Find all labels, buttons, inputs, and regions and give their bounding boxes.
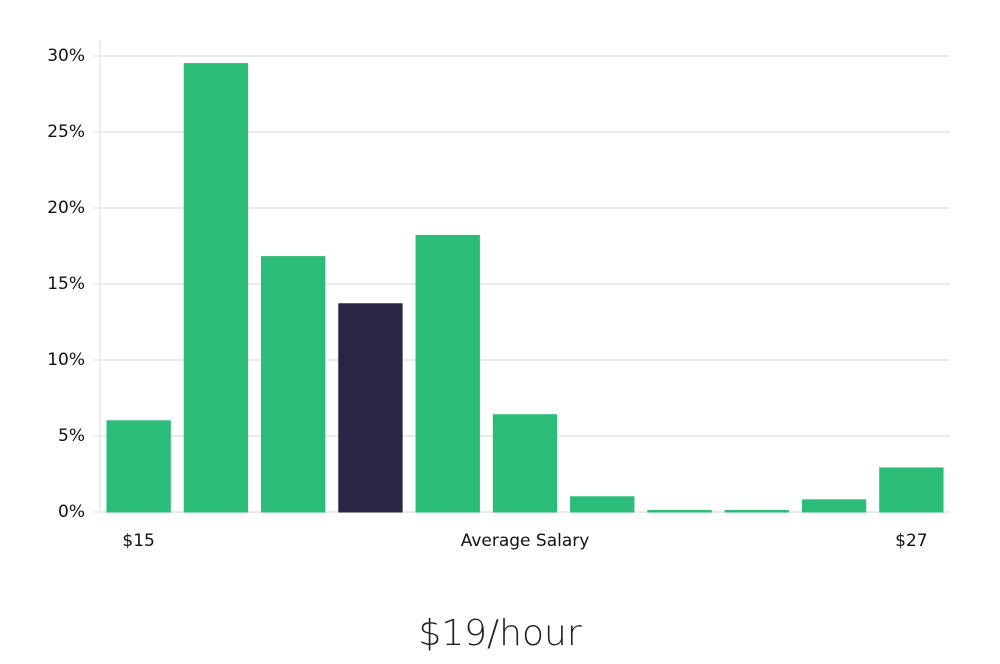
y-tick-label: 30%	[47, 46, 85, 66]
x-tick-label: $27	[895, 531, 927, 551]
y-tick-label: 15%	[47, 274, 85, 294]
y-tick-label: 10%	[47, 350, 85, 370]
bar	[724, 509, 789, 513]
y-tick-label: 20%	[47, 198, 85, 218]
bar	[801, 499, 867, 513]
x-axis-label: Average Salary	[461, 531, 590, 551]
bar	[183, 63, 249, 513]
bar	[492, 414, 558, 513]
y-tick-label: 5%	[58, 426, 85, 446]
bar	[879, 467, 944, 513]
y-tick-label: 25%	[47, 122, 85, 142]
bar	[415, 234, 480, 513]
x-tick-label: $15	[122, 531, 154, 551]
bar	[647, 509, 712, 513]
bar	[338, 303, 403, 513]
y-tick-label: 0%	[58, 502, 85, 522]
chart-subtitle: $19/hour	[418, 613, 582, 654]
bar	[106, 420, 171, 513]
bar	[261, 256, 326, 513]
bar	[570, 496, 635, 513]
